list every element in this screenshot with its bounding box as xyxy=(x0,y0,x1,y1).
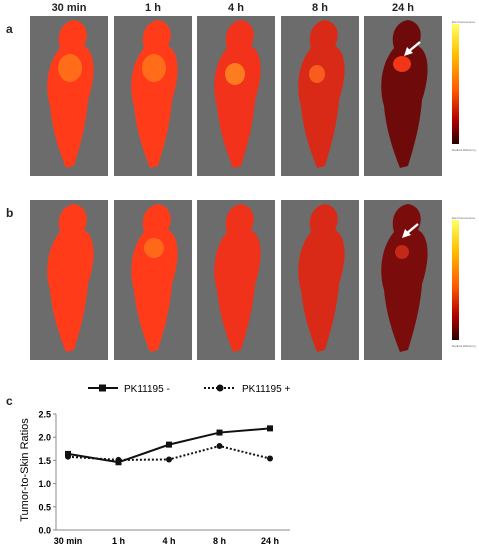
scale-title-b: Epi-Fluorescence xyxy=(452,216,476,220)
scale-unit-a: Radiant Efficiency xyxy=(452,148,476,152)
mouse-image-a-8h xyxy=(281,16,359,176)
y-tick-label: 1.5 xyxy=(38,456,51,466)
mouse-image-b-30min xyxy=(30,200,108,360)
x-tick-label: 4 h xyxy=(162,536,175,546)
mouse-image-a-24h xyxy=(364,16,442,176)
x-tick-label: 30 min xyxy=(54,536,83,546)
panel-letter-a: a xyxy=(6,22,13,36)
mouse-image-a-1h xyxy=(114,16,192,176)
data-point-circle xyxy=(65,453,71,460)
data-point-square xyxy=(267,425,273,432)
data-point-circle xyxy=(115,456,122,463)
timepoint-label-a-3: 4 h xyxy=(228,2,244,14)
mouse-image-b-8h xyxy=(281,200,359,360)
data-point-circle xyxy=(166,456,172,463)
legend-label-2: PK11195 + xyxy=(242,384,290,395)
colorscale-bar-a xyxy=(452,24,459,144)
colorscale-bar-b xyxy=(452,220,459,340)
legend: PK11195 - PK11195 + xyxy=(88,384,290,395)
mouse-image-b-1h xyxy=(114,200,192,360)
tumor-to-skin-chart: PK11195 - PK11195 + Tumor-to-Skin Ratios… xyxy=(19,384,290,547)
y-tick-label: 2.5 xyxy=(38,410,51,420)
timepoint-label-a-4: 8 h xyxy=(312,2,328,14)
scale-title-a: Epi-Fluorescence xyxy=(452,20,476,24)
x-tick-label: 8 h xyxy=(213,536,226,546)
axes xyxy=(53,413,290,531)
data-point-circle xyxy=(267,455,273,462)
x-tick-label: 1 h xyxy=(112,536,125,546)
data-point-square xyxy=(166,441,172,448)
y-tick-label: 0.5 xyxy=(38,502,51,512)
tick-labels: 0.0 0.5 1.0 1.5 2.0 2.5 30 min 1 h 4 h 8 h 24 h xyxy=(38,410,279,547)
timepoint-label-a-5: 24 h xyxy=(391,2,414,14)
timepoint-label-a-1: 30 min xyxy=(51,2,87,14)
data-point-square xyxy=(216,429,223,436)
legend-label-1: PK11195 - xyxy=(124,384,170,395)
legend-marker-circle xyxy=(216,384,224,392)
timepoint-label-a-2: 1 h xyxy=(145,2,161,14)
legend-marker-square xyxy=(99,384,106,392)
y-tick-label: 2.0 xyxy=(38,433,51,443)
x-tick-label: 24 h xyxy=(261,536,279,546)
panel-letter-b: b xyxy=(6,206,14,220)
arrow-icon-a xyxy=(402,40,422,65)
series-points xyxy=(65,425,273,466)
y-axis-label: Tumor-to-Skin Ratios xyxy=(19,418,31,522)
scale-unit-b: Radiant Efficiency xyxy=(452,344,476,348)
arrow-icon-b xyxy=(400,222,420,247)
mouse-image-b-4h xyxy=(197,200,275,360)
y-tick-label: 1.0 xyxy=(38,479,51,489)
mouse-image-b-24h xyxy=(364,200,442,360)
data-point-circle xyxy=(216,443,223,450)
panel-letter-c: c xyxy=(6,394,13,408)
mouse-image-a-30min xyxy=(30,16,108,176)
mouse-image-a-4h xyxy=(197,16,275,176)
y-tick-label: 0.0 xyxy=(38,526,51,536)
